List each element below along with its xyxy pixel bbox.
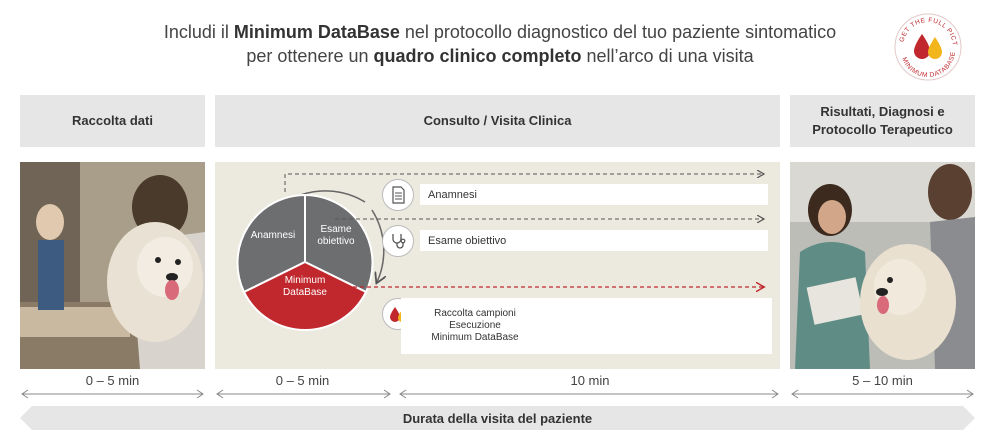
step-row-exam: Esame obiettivo	[420, 230, 768, 251]
photo-vet-results	[790, 162, 975, 369]
cycle-segment-exam	[304, 193, 374, 294]
step-label-mdb: Raccolta campioni Esecuzione Minimum Dat…	[420, 308, 530, 344]
stethoscope-icon	[382, 225, 414, 257]
cycle-label: Anamnesi	[250, 230, 296, 241]
cycle-label: Minimum DataBase	[283, 275, 327, 298]
headline-text: nell’arco di una visita	[581, 46, 754, 66]
headline-bold: quadro clinico completo	[373, 46, 582, 66]
cycle-segment-mdb	[242, 260, 368, 331]
column-header-results: Risultati, Diagnosi e Protocollo Terapeu…	[790, 95, 975, 147]
visit-duration-label: Durata della visita del paziente	[402, 410, 593, 426]
headline-text: nel protocollo diagnostico del tuo pazie…	[399, 22, 837, 42]
duration-label-consult-start: 0 – 5 min	[275, 373, 330, 388]
step-label-line: Esecuzione	[449, 320, 501, 331]
duration-label-data-collection: 0 – 5 min	[85, 373, 140, 388]
document-icon	[382, 179, 414, 211]
duration-label-results: 5 – 10 min	[852, 373, 913, 388]
duration-arrows	[21, 389, 974, 399]
step-row-mdb	[401, 298, 772, 354]
headline: Includi il Minimum DataBase nel protocol…	[100, 20, 900, 68]
photo-reception-dog	[20, 162, 205, 369]
step-label-line: Minimum DataBase	[431, 332, 519, 343]
step-label-line: Raccolta campioni	[434, 308, 516, 319]
column-title: Raccolta dati	[72, 113, 153, 128]
cycle-label: Esame obiettivo	[317, 224, 355, 247]
full-picture-badge: GET THE FULL PICTURE MINIMUM DATABASE	[890, 7, 963, 82]
duration-label-consult-main: 10 min	[570, 373, 610, 388]
step-row-anamnesi: Anamnesi	[420, 184, 768, 205]
cycle-segment-anamnesi	[236, 193, 306, 294]
headline-text: per ottenere un	[246, 46, 374, 66]
column-header-consultation: Consulto / Visita Clinica	[215, 95, 780, 147]
column-header-data-collection: Raccolta dati	[20, 95, 205, 147]
step-label: Esame obiettivo	[428, 234, 507, 247]
column-title: Risultati, Diagnosi e Protocollo Terapeu…	[812, 104, 953, 137]
headline-line-2: per ottenere un quadro clinico completo …	[100, 44, 900, 68]
headline-text: Includi il	[163, 22, 234, 42]
headline-line-1: Includi il Minimum DataBase nel protocol…	[100, 20, 900, 44]
consultation-panel: Anamnesi Esame obiettivo Minimum DataBas…	[215, 162, 780, 369]
column-title: Consulto / Visita Clinica	[423, 113, 572, 128]
visit-duration-bar: Durata della visita del paziente	[20, 406, 975, 430]
step-label: Anamnesi	[428, 188, 477, 201]
headline-bold: Minimum DataBase	[233, 22, 400, 42]
dashed-arrow-anamnesi	[284, 174, 763, 192]
